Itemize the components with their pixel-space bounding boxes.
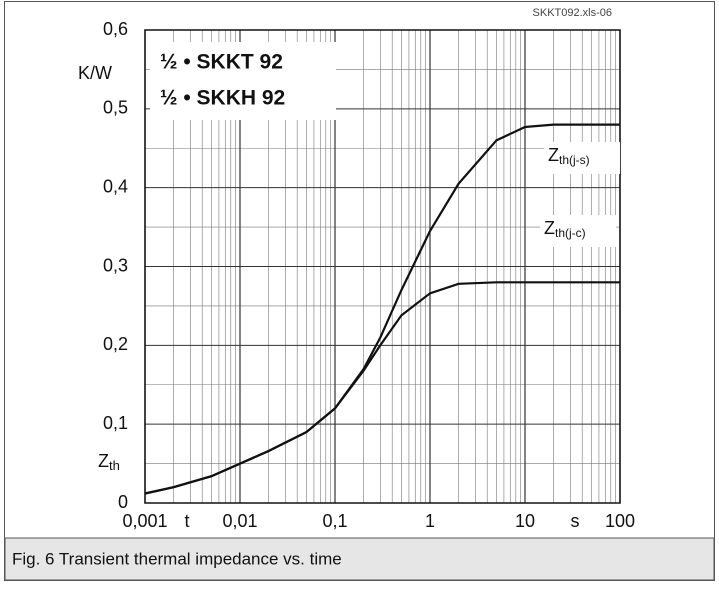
x-tick-label: 10 bbox=[515, 511, 535, 531]
x-tick-label: 100 bbox=[605, 511, 635, 531]
y-tick-label: 0 bbox=[118, 492, 128, 512]
x-tick-label: 0,01 bbox=[222, 511, 257, 531]
y-axis-label: Zth bbox=[98, 451, 120, 474]
x-unit: s bbox=[571, 511, 580, 531]
caption-band bbox=[4, 537, 715, 581]
legend-label: Zth(j-c) bbox=[544, 218, 586, 240]
annotation: ½ • SKKT 92 bbox=[160, 51, 283, 74]
legend-bg bbox=[544, 142, 620, 174]
legend-bg bbox=[540, 215, 616, 247]
source-id: SKKT092.xls-06 bbox=[533, 7, 612, 19]
annotation: ½ • SKKH 92 bbox=[160, 87, 285, 110]
x-tick-label: 1 bbox=[425, 511, 435, 531]
x-tick-label: 0,001 bbox=[122, 511, 167, 531]
caption: Fig. 6 Transient thermal impedance vs. t… bbox=[12, 549, 342, 568]
legend-label: Zth(j-s) bbox=[548, 145, 590, 167]
frame bbox=[4, 1, 715, 581]
y-tick-label: 0,2 bbox=[103, 334, 128, 354]
y-tick-label: 0,6 bbox=[103, 19, 128, 39]
annotation-box bbox=[150, 42, 336, 120]
y-tick-label: 0,5 bbox=[103, 98, 128, 118]
y-tick-label: 0,1 bbox=[103, 413, 128, 433]
x-axis-label: t bbox=[184, 511, 189, 531]
y-unit: K/W bbox=[78, 63, 112, 83]
y-tick-label: 0,3 bbox=[103, 255, 128, 275]
series-line bbox=[144, 281, 620, 495]
y-tick-label: 0,4 bbox=[103, 176, 128, 196]
plot-border bbox=[144, 29, 621, 504]
x-tick-label: 0,1 bbox=[322, 511, 347, 531]
